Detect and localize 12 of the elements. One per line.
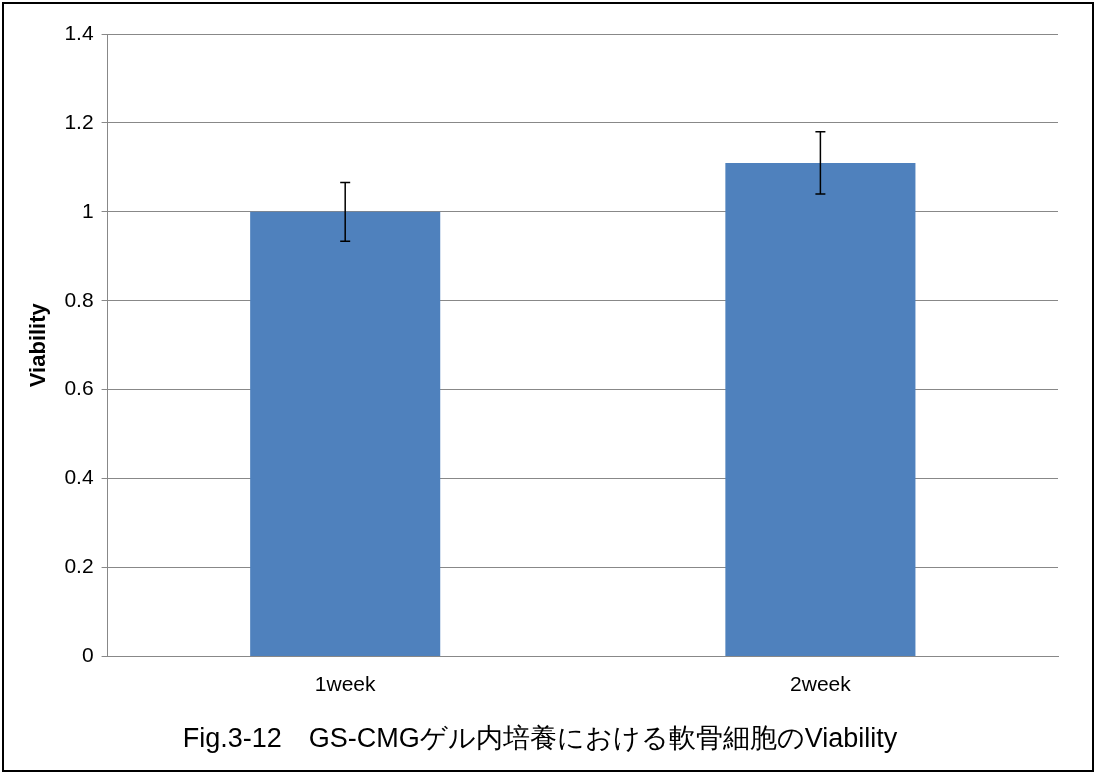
x-tick-label: 1week <box>314 671 377 695</box>
x-tick-label: 2week <box>790 671 852 695</box>
y-tick-label: 1 <box>81 198 94 222</box>
y-tick-label: 0.2 <box>64 554 94 578</box>
y-tick-label: 0 <box>81 643 94 667</box>
y-tick-label: 0.4 <box>64 465 94 489</box>
y-tick-label: 1.2 <box>64 109 94 133</box>
y-tick-label: 0.8 <box>64 287 94 311</box>
y-tick-label: 1.4 <box>64 20 94 44</box>
text: Fig.3-12 GS-CMGゲル内培養における軟骨細胞のViability <box>182 723 898 754</box>
y-axis-title: Viability <box>25 302 51 388</box>
y-tick-label: 0.6 <box>64 376 94 400</box>
